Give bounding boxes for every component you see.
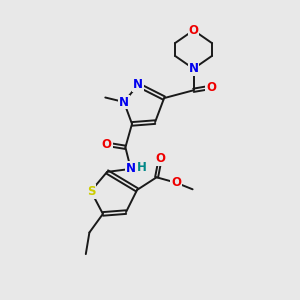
Text: O: O: [188, 24, 199, 37]
Text: N: N: [188, 62, 199, 75]
Text: O: O: [206, 81, 216, 94]
Text: O: O: [171, 176, 181, 189]
Text: O: O: [155, 152, 165, 165]
Text: H: H: [137, 160, 147, 174]
Text: N: N: [119, 95, 129, 109]
Text: O: O: [102, 138, 112, 151]
Text: S: S: [87, 184, 95, 198]
Text: N: N: [133, 78, 143, 92]
Text: N: N: [126, 162, 136, 176]
